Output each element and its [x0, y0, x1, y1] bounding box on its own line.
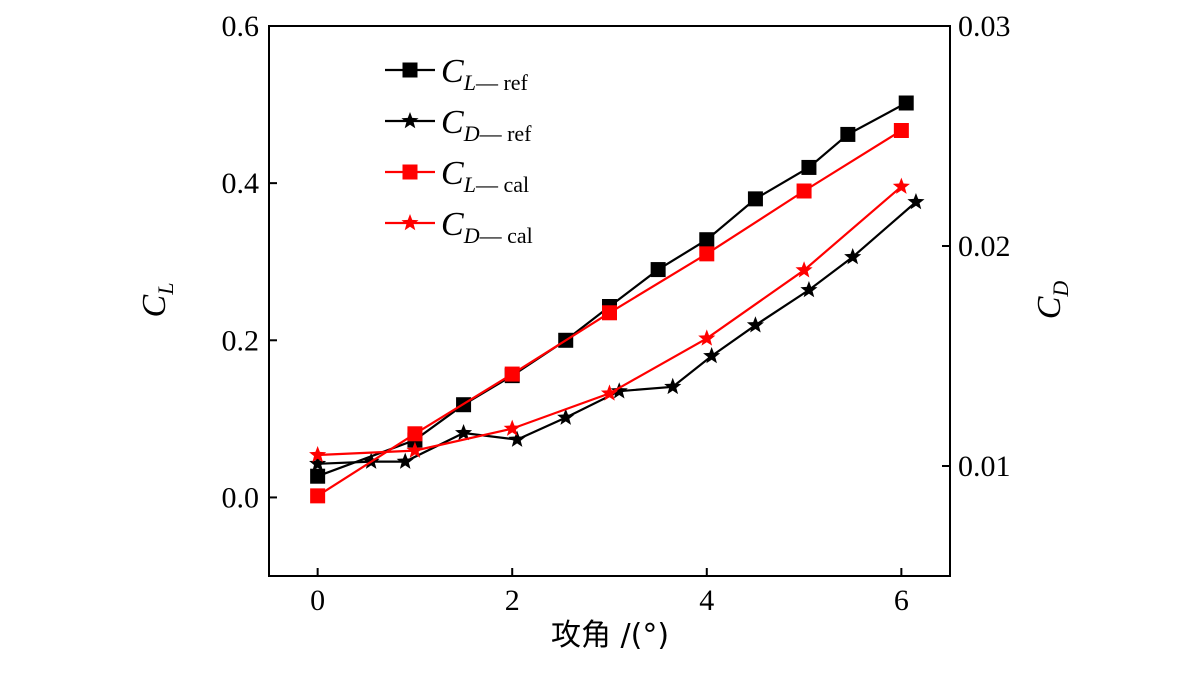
- data-point: [508, 430, 526, 447]
- series-line: [317, 102, 907, 478]
- data-point: [699, 232, 715, 248]
- data-point: [703, 347, 721, 364]
- legend-swatch-marker: [401, 112, 419, 129]
- series-1: [309, 193, 925, 472]
- data-point: [698, 329, 716, 346]
- series-3: [309, 177, 910, 463]
- data-point: [309, 446, 327, 463]
- data-point: [557, 408, 575, 425]
- data-point: [898, 95, 914, 111]
- legend-label-sub: L: [463, 172, 476, 197]
- x-tick-label: 2: [505, 584, 520, 617]
- data-point: [892, 177, 910, 194]
- data-point: [504, 366, 520, 382]
- plot-frame: [268, 25, 951, 577]
- y-left-tick-label: 0.6: [222, 10, 260, 43]
- data-point: [801, 159, 817, 175]
- y-left-axis-title-main: CL: [136, 283, 178, 318]
- data-point: [406, 441, 424, 458]
- series-line: [317, 185, 903, 457]
- data-point: [800, 281, 818, 298]
- data-point: [600, 384, 619, 401]
- data-point: [664, 377, 682, 395]
- legend-label-sub: L: [463, 70, 476, 95]
- legend-label-suffix: — ref: [479, 121, 533, 146]
- data-point: [746, 316, 764, 333]
- legend-swatch-marker: [402, 62, 418, 78]
- legend-label: CL— cal: [441, 155, 529, 197]
- series-0: [310, 95, 914, 484]
- series-line: [317, 201, 917, 465]
- legend-label-main: C: [441, 104, 464, 141]
- y-right-axis-title-sub: D: [1048, 281, 1073, 298]
- data-point: [650, 262, 666, 278]
- data-point: [796, 183, 812, 199]
- y-right-tick-label: 0.03: [958, 10, 1011, 43]
- data-point: [844, 248, 862, 265]
- ticks-layer: 0 2 4 6 0.0 0.2 0.4 0.6 0.01 0.02 0.03: [222, 10, 1011, 617]
- legend-label-sub: D: [463, 121, 480, 146]
- legend-label-suffix: — ref: [475, 70, 529, 95]
- data-point: [840, 126, 856, 142]
- x-axis-title: 攻角 /(°): [551, 618, 669, 653]
- y-left-tick-label: 0.4: [222, 167, 260, 200]
- data-point: [795, 261, 813, 278]
- y-left-axis-title: CL: [136, 283, 178, 318]
- data-point: [310, 488, 326, 504]
- data-point: [503, 419, 521, 436]
- y-right-axis-title: CD: [1031, 281, 1073, 320]
- y-left-tick-label: 0.2: [222, 324, 260, 357]
- legend-swatch-marker: [401, 214, 419, 231]
- x-tick-label: 0: [310, 584, 325, 617]
- legend-label-suffix: — cal: [475, 172, 529, 197]
- y-left-axis-title-sub: L: [153, 283, 178, 296]
- legend-label: CL— ref: [441, 53, 529, 95]
- y-right-tick-label: 0.02: [958, 230, 1011, 263]
- legend-item: CL— ref: [385, 53, 529, 95]
- data-point: [747, 191, 763, 207]
- legend-label-main: C: [441, 53, 464, 90]
- data-point: [602, 305, 617, 321]
- data-point: [610, 382, 628, 399]
- legend-item: CD— ref: [385, 104, 532, 146]
- data-point: [893, 123, 909, 138]
- series-layer: [309, 95, 925, 504]
- legend-label-main: C: [441, 155, 464, 192]
- legend-item: CD— cal: [385, 206, 533, 248]
- data-point: [407, 426, 423, 442]
- legend-label-main: C: [441, 206, 464, 243]
- x-tick-label: 6: [894, 584, 909, 617]
- y-right-tick-label: 0.01: [958, 450, 1011, 483]
- legend-item: CL— cal: [385, 155, 529, 197]
- data-point: [309, 454, 327, 472]
- legend-swatch-marker: [402, 164, 418, 180]
- legend-label: CD— cal: [441, 206, 533, 248]
- legend-label: CD— ref: [441, 104, 532, 146]
- y-right-axis-title-main: CD: [1031, 281, 1073, 320]
- legend-label-sub: D: [463, 223, 480, 248]
- series-2: [310, 123, 909, 504]
- data-point: [396, 452, 414, 469]
- x-tick-label: 4: [699, 584, 714, 617]
- legend-label-suffix: — cal: [479, 223, 533, 248]
- y-left-tick-label: 0.0: [222, 481, 260, 514]
- data-point: [907, 193, 925, 210]
- data-point: [310, 468, 326, 484]
- data-point: [699, 246, 715, 262]
- data-point: [455, 424, 473, 441]
